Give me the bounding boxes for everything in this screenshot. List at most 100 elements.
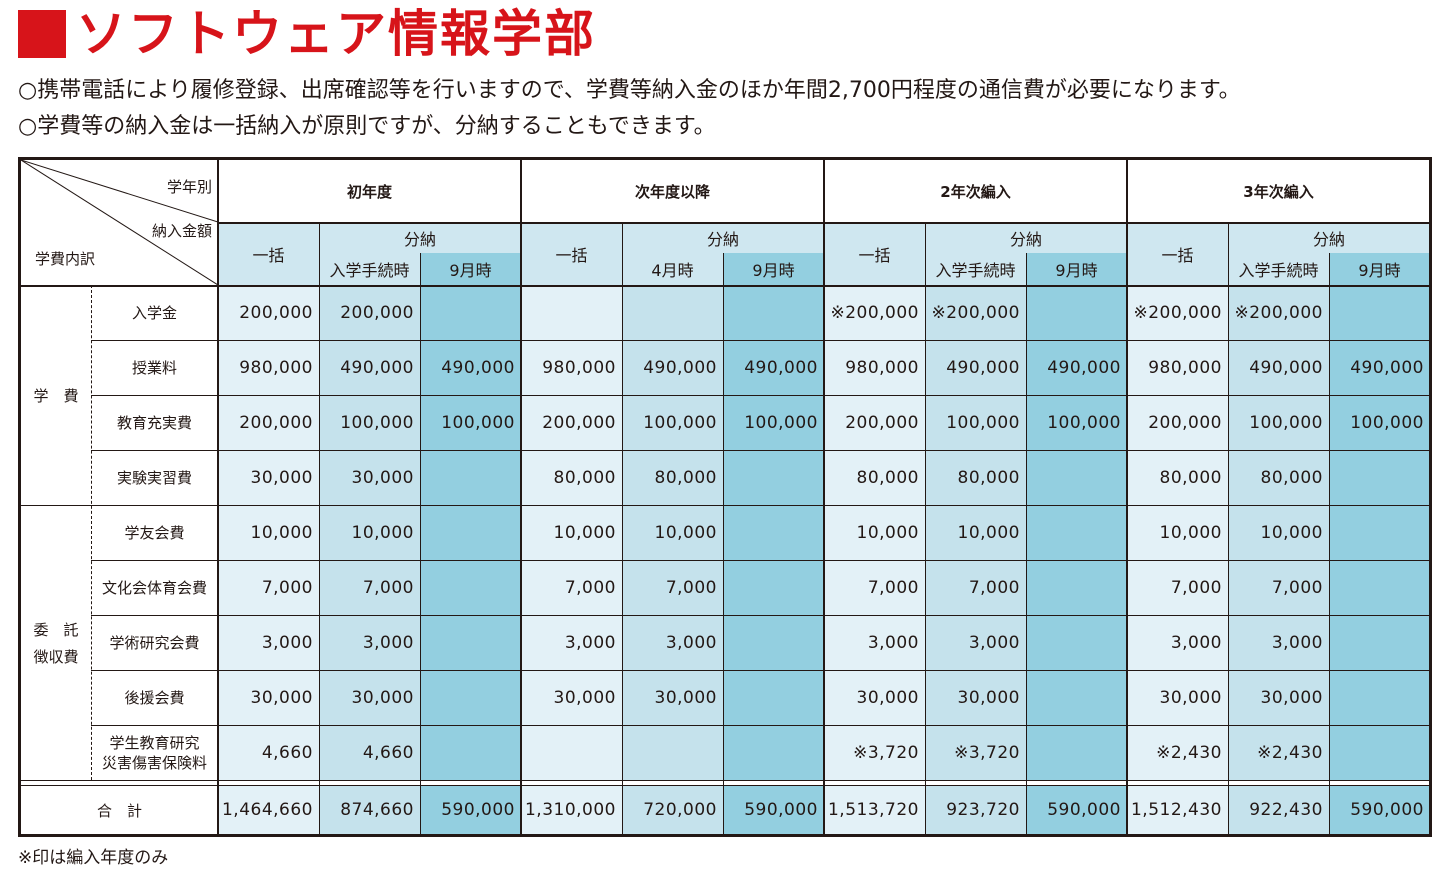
installment-header: 分納: [622, 222, 824, 253]
title-square-icon: [18, 10, 66, 58]
value-cell: 200,000: [319, 285, 420, 340]
value-cell: [1026, 670, 1127, 725]
value-cell: 200,000: [521, 395, 622, 450]
installment-second-header: 9月時: [1026, 253, 1127, 285]
value-cell: [1026, 285, 1127, 340]
grid-line: [91, 560, 1429, 561]
group-header: 初年度: [218, 160, 521, 222]
value-cell: 30,000: [925, 670, 1026, 725]
value-cell: [1026, 450, 1127, 505]
value-cell: 7,000: [521, 560, 622, 615]
row-label: 学生教育研究 災害傷害保険料: [91, 725, 218, 780]
value-cell: [723, 450, 824, 505]
grid-line: [21, 780, 1429, 781]
grid-line: [925, 222, 926, 834]
value-cell: [1329, 615, 1429, 670]
installment-first-header: 4月時: [622, 253, 723, 285]
value-cell: [1026, 615, 1127, 670]
total-value-cell: 1,513,720: [824, 786, 925, 834]
installment-second-header: 9月時: [1329, 253, 1429, 285]
value-cell: 200,000: [824, 395, 925, 450]
value-cell: 7,000: [824, 560, 925, 615]
value-cell: 10,000: [1127, 505, 1228, 560]
row-label: 教育充実費: [91, 395, 218, 450]
value-cell: 10,000: [521, 505, 622, 560]
value-cell: [1026, 560, 1127, 615]
value-cell: 30,000: [824, 670, 925, 725]
value-cell: 490,000: [723, 340, 824, 395]
total-value-cell: 590,000: [420, 786, 521, 834]
value-cell: 490,000: [1026, 340, 1127, 395]
value-cell: 3,000: [1228, 615, 1329, 670]
group-header: 2年次編入: [824, 160, 1127, 222]
value-cell: 7,000: [1127, 560, 1228, 615]
lump-sum-header: 一括: [218, 222, 319, 285]
value-cell: [420, 450, 521, 505]
value-cell: 10,000: [622, 505, 723, 560]
category-commissioned-fees: 委 託徴収費: [21, 505, 91, 780]
row-label: 後援会費: [91, 670, 218, 725]
lump-sum-header: 一括: [824, 222, 925, 285]
value-cell: 10,000: [925, 505, 1026, 560]
installment-second-header: 9月時: [420, 253, 521, 285]
value-cell: [1026, 505, 1127, 560]
grid-line: [21, 505, 1429, 506]
header-corner: 学年別 納入金額 学費内訳: [21, 160, 218, 285]
grid-line: [91, 340, 1429, 341]
total-value-cell: 590,000: [1026, 786, 1127, 834]
row-label: 入学金: [91, 285, 218, 340]
value-cell: 10,000: [1228, 505, 1329, 560]
value-cell: [1026, 725, 1127, 780]
grid-line: [520, 160, 522, 834]
value-cell: 30,000: [622, 670, 723, 725]
value-cell: 980,000: [1127, 340, 1228, 395]
group-header: 3年次編入: [1127, 160, 1429, 222]
lump-sum-header: 一括: [521, 222, 622, 285]
value-cell: 10,000: [824, 505, 925, 560]
grid-line: [1228, 222, 1229, 834]
row-label-line2: 災害傷害保険料: [101, 753, 207, 772]
value-cell: 80,000: [1228, 450, 1329, 505]
value-cell: 100,000: [1329, 395, 1429, 450]
value-cell: 7,000: [925, 560, 1026, 615]
value-cell: [420, 615, 521, 670]
total-value-cell: 1,310,000: [521, 786, 622, 834]
grid-line: [91, 615, 1429, 616]
value-cell: 490,000: [1329, 340, 1429, 395]
value-cell: [1329, 560, 1429, 615]
value-cell: 490,000: [319, 340, 420, 395]
total-value-cell: 720,000: [622, 786, 723, 834]
value-cell: [723, 505, 824, 560]
total-value-cell: 1,464,660: [218, 786, 319, 834]
value-cell: 200,000: [1127, 395, 1228, 450]
total-value-cell: 874,660: [319, 786, 420, 834]
grid-line: [91, 285, 92, 780]
value-cell: 10,000: [319, 505, 420, 560]
value-cell: 80,000: [1127, 450, 1228, 505]
category-commissioned-line2: 徴収費: [33, 647, 79, 666]
value-cell: [723, 725, 824, 780]
installment-first-header: 入学手続時: [319, 253, 420, 285]
value-cell: 7,000: [319, 560, 420, 615]
value-cell: 7,000: [1228, 560, 1329, 615]
value-cell: 3,000: [319, 615, 420, 670]
grid-line: [1026, 253, 1027, 834]
total-label: 合 計: [21, 786, 218, 834]
grid-line: [91, 670, 1429, 671]
category-commissioned-line1: 委 託: [33, 620, 79, 639]
grid-line: [420, 253, 421, 834]
value-cell: [723, 615, 824, 670]
value-cell: 4,660: [218, 725, 319, 780]
value-cell: [723, 560, 824, 615]
value-cell: 30,000: [1127, 670, 1228, 725]
total-value-cell: 922,430: [1228, 786, 1329, 834]
value-cell: 30,000: [1228, 670, 1329, 725]
row-label: 学術研究会費: [91, 615, 218, 670]
installment-header: 分納: [319, 222, 521, 253]
value-cell: [420, 725, 521, 780]
value-cell: 3,000: [521, 615, 622, 670]
installment-second-header: 9月時: [723, 253, 824, 285]
value-cell: 80,000: [925, 450, 1026, 505]
value-cell: 30,000: [521, 670, 622, 725]
lump-sum-header: 一括: [1127, 222, 1228, 285]
